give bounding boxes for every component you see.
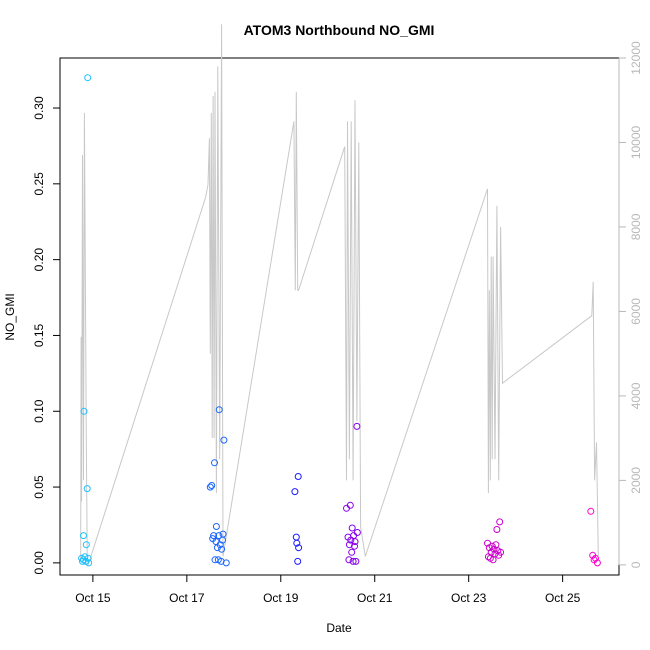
data-point: [210, 532, 218, 540]
data-point: [593, 559, 601, 567]
y-tick-label: 0.15: [32, 323, 46, 347]
secondary-series-line: [80, 24, 599, 566]
data-point: [81, 553, 89, 561]
data-point: [592, 554, 599, 562]
data-point: [208, 482, 216, 489]
y-tick-label: 0.00: [32, 551, 46, 575]
data-point: [351, 538, 359, 546]
x-tick-label: Oct 21: [357, 591, 393, 605]
data-point: [82, 541, 90, 549]
data-point: [292, 533, 300, 541]
data-point: [496, 518, 504, 526]
data-point: [349, 557, 357, 565]
data-point: [348, 548, 356, 556]
data-point: [348, 524, 356, 532]
y-tick-label: 0.30: [32, 96, 46, 120]
data-point: [215, 532, 223, 540]
x-tick-label: Oct 15: [75, 591, 111, 605]
x-tick-label: Oct 23: [451, 591, 487, 605]
y2-tick-label: 8000: [629, 213, 643, 240]
data-point: [497, 548, 505, 556]
data-point: [206, 483, 214, 491]
data-point: [218, 545, 226, 553]
data-point: [490, 545, 498, 553]
y2-tick-label: 6000: [629, 298, 643, 325]
y-tick-label: 0.25: [32, 172, 46, 196]
y-axis-label: NO_GMI: [3, 293, 17, 340]
data-point: [489, 556, 497, 564]
x-axis-label: Date: [326, 621, 352, 635]
data-point: [293, 539, 301, 547]
data-point: [294, 473, 302, 480]
data-point: [222, 559, 230, 567]
x-tick-label: Oct 17: [169, 591, 205, 605]
data-point: [492, 541, 500, 549]
data-point: [85, 559, 93, 567]
data-point: [83, 485, 91, 493]
x-tick-label: Oct 25: [545, 591, 581, 605]
y-tick-label: 0.05: [32, 475, 46, 499]
y2-tick-label: 12000: [629, 41, 643, 75]
secondary-line-layer: [80, 24, 599, 566]
plot-frame: [59, 57, 620, 576]
data-point: [345, 541, 353, 549]
data-point: [345, 556, 353, 564]
data-point: [80, 407, 88, 415]
data-point: [215, 406, 223, 414]
data-point: [353, 422, 361, 430]
data-point: [212, 523, 220, 530]
data-point: [295, 544, 303, 552]
data-point: [294, 557, 302, 565]
data-point: [352, 557, 360, 565]
data-point: [493, 526, 501, 533]
points-layer: [78, 74, 601, 567]
data-point: [353, 529, 361, 536]
y2-tick-label: 10000: [629, 125, 643, 159]
data-point: [587, 507, 595, 515]
chart-title: ATOM3 Northbound NO_GMI: [244, 22, 435, 38]
data-point: [220, 436, 228, 444]
y2-tick-label: 2000: [629, 467, 643, 494]
x-axis: Oct 15 Oct 17 Oct 19 Oct 21 Oct 23 Oct 25: [75, 574, 581, 605]
x-tick-label: Oct 19: [263, 591, 299, 605]
y-tick-label: 0.20: [32, 248, 46, 272]
data-point: [80, 532, 87, 540]
data-point: [211, 459, 218, 467]
data-point: [219, 530, 227, 538]
data-point: [350, 532, 358, 540]
data-point: [291, 488, 299, 496]
y2-tick-label: 0: [629, 561, 643, 568]
y-tick-label: 0.10: [32, 399, 46, 423]
y2-axis: 0 2000 4000 6000 8000 10000 12000: [618, 41, 643, 568]
data-point: [346, 501, 354, 509]
data-point: [351, 542, 358, 550]
y-axis: 0.00 0.05 0.10 0.15 0.20 0.25 0.30: [32, 96, 61, 575]
y2-tick-label: 4000: [629, 382, 643, 409]
data-point: [84, 554, 92, 562]
data-point: [84, 74, 92, 82]
